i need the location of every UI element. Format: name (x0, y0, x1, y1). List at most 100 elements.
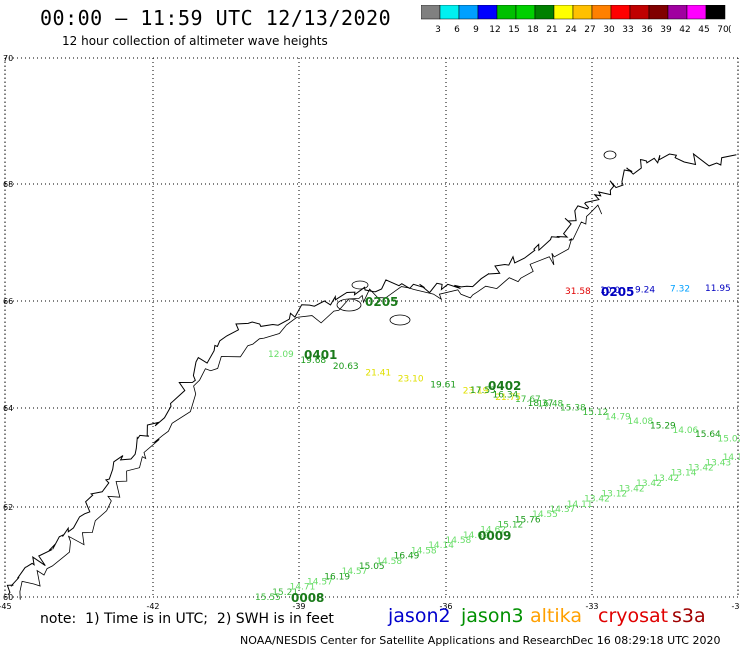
pass-time-tag: 0205 (365, 295, 398, 309)
credit-date: Dec 16 08:29:18 UTC 2020 (572, 634, 721, 647)
swh-value: 19.68 (300, 356, 326, 366)
swh-value: 14.58 (411, 546, 437, 556)
swh-value: 14.57 (342, 567, 368, 577)
swh-value: 15.38 (560, 404, 586, 414)
swh-value: 12.09 (268, 350, 294, 360)
lat-label: 62 (3, 503, 13, 512)
swh-value: 7.32 (670, 285, 690, 295)
swh-value: 15.55 (255, 593, 281, 603)
legend-altika: altika (530, 605, 582, 627)
swh-value: 13.12 (601, 489, 627, 499)
island (603, 150, 617, 160)
colorbar-label: 42 (679, 25, 690, 35)
colorbar-label: 3 (435, 25, 441, 35)
swh-value: 13.42 (636, 479, 662, 489)
swh-value: 15.76 (515, 515, 541, 525)
colorbar-label: 24 (565, 25, 577, 35)
swh-value: 16.19 (324, 572, 350, 582)
pass-time-tag: 0402 (488, 379, 521, 393)
colorbar-label: 15 (508, 25, 519, 35)
swh-value: 14.58 (446, 536, 472, 546)
swh-value: 14.08 (628, 417, 654, 427)
colorbar-label: 12 (489, 25, 500, 35)
swh-value: 16.34 (493, 390, 519, 400)
pass-time-tag: 0401 (304, 348, 337, 362)
swh-value: 14.57 (307, 578, 333, 588)
swh-value: 14.06 (673, 426, 699, 436)
swh-value: 14.37 (550, 505, 576, 515)
coastline-path (6, 152, 737, 596)
lon-label: -36 (439, 602, 452, 611)
colorbar-label: 21 (546, 25, 557, 35)
lon-label: -45 (0, 602, 12, 611)
pass-time-tag: 0009 (478, 529, 511, 543)
swh-value: 14.79 (605, 413, 631, 423)
swh-value: 14.71 (290, 583, 316, 593)
pass-time-tag: 0008 (291, 591, 324, 605)
swh-value: 14.11 (567, 500, 593, 510)
swh-value: 23.10 (398, 375, 424, 385)
swh-value: 10.0 (600, 286, 620, 296)
swh-value: 9.24 (635, 285, 655, 295)
legend-jason2: jason2 (388, 605, 451, 627)
greenland-coastline (6, 150, 737, 600)
lat-label: 68 (3, 180, 13, 189)
swh-value: 14.58 (376, 557, 402, 567)
swh-value: 13.14 (671, 469, 697, 479)
swh-value: 13.42 (688, 464, 714, 474)
swh-value: 13.42 (653, 474, 679, 484)
swh-labels: 15.5515.2114.7114.5716.1914.5715.0514.58… (255, 284, 740, 605)
swh-value: 21.75 (495, 393, 521, 403)
colorbar-label: 39 (660, 25, 672, 35)
swh-value: 16.48 (538, 399, 564, 409)
swh-value: 11.95 (705, 284, 731, 294)
swh-value: 13.42 (619, 484, 645, 494)
swh-value: 17.53 (470, 386, 496, 396)
swh-value: 31.58 (565, 287, 591, 297)
swh-value: 14.55 (532, 510, 558, 520)
swh-value: 23.19 (463, 387, 489, 397)
swh-value: 14.19 (723, 453, 740, 463)
swh-value: 21.41 (365, 368, 391, 378)
coastline-detail (19, 204, 603, 600)
map-grid (4, 57, 739, 598)
swh-value: 15.12 (583, 408, 609, 418)
swh-value: 14.14 (428, 541, 454, 551)
colorbar-label: 45 (698, 25, 709, 35)
swh-value: 15.02 (718, 435, 740, 445)
swh-value: 14.62 (480, 526, 506, 536)
pass-time-tag: 0205 (601, 285, 634, 299)
colorbar-label: 33 (622, 25, 633, 35)
swh-value: 15.12 (498, 521, 524, 531)
swh-value: 13.43 (705, 458, 731, 468)
swh-value: 16.49 (394, 552, 420, 562)
swh-value: 18.37 (528, 399, 554, 409)
lat-label: 70 (3, 54, 13, 63)
lat-label: 64 (3, 404, 13, 413)
colorbar-label: 70 (717, 25, 729, 35)
credit-text: NOAA/NESDIS Center for Satellite Applica… (240, 634, 574, 647)
lat-label: 66 (3, 297, 13, 306)
swh-value: 15.29 (650, 421, 676, 431)
chart-title: 00:00 – 11:59 UTC 12/13/2020 (40, 6, 392, 30)
legend-jason3: jason3 (461, 605, 524, 627)
colorbar-label: 36 (641, 25, 653, 35)
lon-label: -42 (146, 602, 159, 611)
lon-label: -39 (292, 602, 305, 611)
colorbar-label: 18 (527, 25, 539, 35)
swh-value: 15.21 (272, 588, 298, 598)
legend-cryosat: cryosat (598, 605, 669, 627)
axis-labels: 70 68 66 64 62 60-45 -42 -39 -36 -33 -30 (0, 54, 740, 611)
island (389, 314, 411, 326)
colorbar-label: 9 (473, 25, 479, 35)
colorbar-swatch (705, 5, 726, 20)
swh-value: 14.69 (463, 531, 489, 541)
legend-s3a: s3a (672, 605, 706, 627)
colorbar-label: 30 (603, 25, 615, 35)
colorbar-label: 27 (584, 25, 595, 35)
swh-value: 19.61 (430, 381, 456, 391)
swh-value: 15.05 (359, 562, 385, 572)
chart-subtitle: 12 hour collection of altimeter wave hei… (62, 34, 328, 48)
